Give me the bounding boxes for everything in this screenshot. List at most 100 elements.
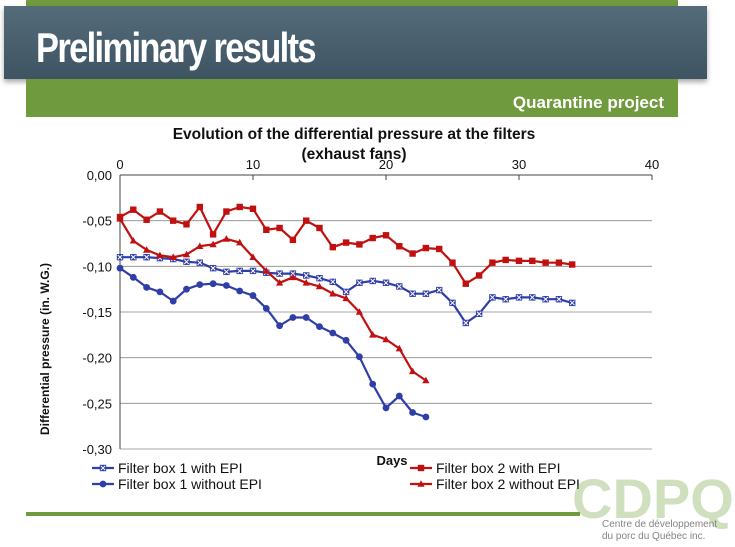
data-point <box>222 235 230 242</box>
data-point <box>99 480 107 488</box>
data-point <box>249 292 257 299</box>
y-tick-label: -0,10 <box>82 259 112 274</box>
data-point <box>236 203 243 211</box>
data-point <box>196 203 203 211</box>
chart-legend: Filter box 1 with EPI Filter box 2 with E… <box>92 460 580 492</box>
legend-label: Filter box 1 with EPI <box>118 460 243 476</box>
series-2 <box>116 203 576 287</box>
data-point <box>409 250 416 257</box>
data-point <box>129 273 137 281</box>
cdpq-logo: CDPQ <box>572 467 734 530</box>
data-point <box>116 215 124 222</box>
data-point <box>569 261 576 268</box>
data-point-cross <box>210 265 216 271</box>
data-point <box>223 208 230 215</box>
data-point-cross <box>410 291 416 297</box>
data-point <box>409 367 417 375</box>
series-1 <box>116 254 576 327</box>
data-point <box>302 278 310 286</box>
data-point <box>422 244 430 252</box>
data-point <box>316 224 323 232</box>
legend-label: Filter box 1 without EPI <box>118 476 262 492</box>
legend-item: Filter box 2 with EPI <box>410 460 561 476</box>
chart-frame: 0,00 -0,05 -0,10 -0,15 -0,20 -0,25 -0,30 0 10 20 3… <box>26 117 678 499</box>
y-tick-label: -0,30 <box>82 442 112 457</box>
data-point-cross <box>383 280 389 286</box>
data-point <box>223 282 230 289</box>
bottom-rule <box>26 512 580 516</box>
data-point <box>262 304 270 312</box>
x-tick-label: 10 <box>246 157 260 172</box>
data-point-cross <box>183 259 190 265</box>
data-point <box>529 257 536 265</box>
top-accent-bar <box>26 0 678 6</box>
x-axis-label: Days <box>376 453 407 468</box>
data-point-cross <box>423 291 429 297</box>
data-point <box>356 241 363 248</box>
data-point <box>116 264 124 272</box>
data-point-cross <box>237 268 243 274</box>
data-point-cross <box>503 296 509 302</box>
data-point <box>342 294 350 302</box>
data-point-cross <box>223 269 229 275</box>
data-point <box>369 234 376 242</box>
data-point <box>342 336 350 344</box>
data-point <box>355 308 363 315</box>
data-point <box>183 221 190 228</box>
x-tick-label: 20 <box>379 157 393 172</box>
data-point <box>170 217 177 224</box>
y-axis-label: Differential pressure (in. W.G.) <box>38 263 52 435</box>
data-point <box>209 240 217 248</box>
logo-line-1: Centre de développement <box>602 519 718 530</box>
data-point <box>209 231 217 238</box>
legend-label: Filter box 2 without EPI <box>436 476 580 492</box>
data-point-cross <box>303 272 309 279</box>
data-point <box>129 236 137 244</box>
data-point-cross <box>463 320 469 326</box>
data-point <box>262 267 270 274</box>
data-point <box>342 239 350 246</box>
data-point <box>417 464 425 472</box>
legend-item: Filter box 1 with EPI <box>92 460 243 476</box>
data-point <box>555 259 563 266</box>
series-line <box>119 218 427 382</box>
data-point <box>143 283 150 291</box>
data-point <box>395 344 403 352</box>
data-point <box>143 246 151 253</box>
subtitle-band: Quarantine project <box>26 79 678 117</box>
data-point-cross <box>100 465 106 471</box>
data-point <box>449 259 456 266</box>
data-point <box>329 329 337 337</box>
data-point <box>182 250 191 258</box>
data-point <box>417 480 425 487</box>
data-point <box>236 238 244 246</box>
data-point <box>276 224 283 232</box>
data-point <box>156 208 164 215</box>
data-point-cross <box>449 300 456 306</box>
data-point <box>303 217 310 224</box>
slide-title: Preliminary results <box>36 24 317 71</box>
data-point-cross <box>197 260 203 266</box>
data-point <box>289 314 297 321</box>
data-point <box>169 297 177 305</box>
data-point <box>196 281 204 288</box>
series-4 <box>116 215 430 384</box>
legend-item: Filter box 1 without EPI <box>92 476 262 492</box>
pressure-chart: 0,00 -0,05 -0,10 -0,15 -0,20 -0,25 -0,30 0 10 20 3… <box>38 126 659 492</box>
data-point <box>169 253 177 260</box>
data-point <box>130 206 137 213</box>
data-point-cross <box>370 278 376 284</box>
data-point-cross <box>130 254 136 260</box>
chart-axes: 0,00 -0,05 -0,10 -0,15 -0,20 -0,25 -0,30 0 10 20 3… <box>82 157 659 457</box>
data-point <box>422 376 430 384</box>
data-point <box>382 404 390 412</box>
data-point-cross <box>356 280 362 286</box>
y-tick-label: -0,20 <box>82 351 112 366</box>
y-tick-label: 0,00 <box>87 168 112 183</box>
data-point-cross <box>330 279 336 285</box>
data-point-cross <box>516 294 522 300</box>
data-point <box>196 242 204 250</box>
x-tick-label: 40 <box>645 157 659 172</box>
legend-item: Filter box 2 without EPI <box>410 476 580 492</box>
data-point-cross <box>396 283 402 289</box>
